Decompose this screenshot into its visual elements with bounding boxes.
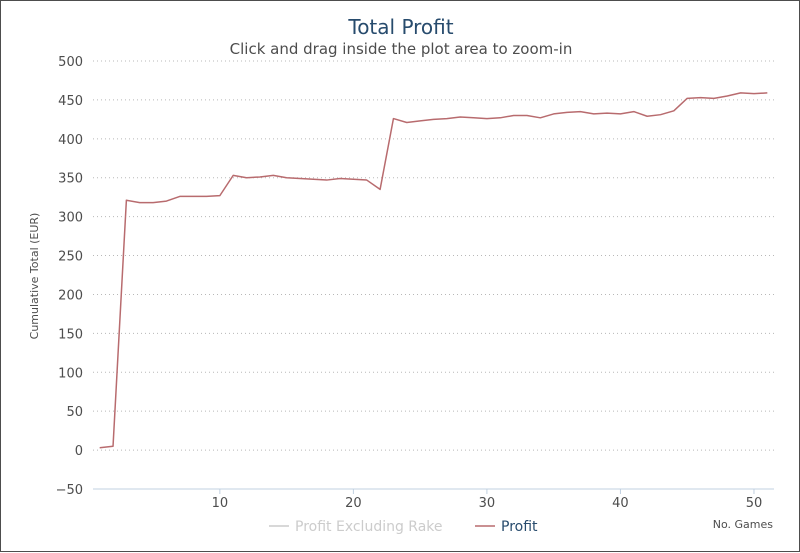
y-tick-label: 450 <box>58 94 83 109</box>
chart-title: Total Profit <box>347 15 453 39</box>
y-axis-label: Cumulative Total (EUR) <box>28 213 41 340</box>
series-line-profit[interactable] <box>99 92 768 449</box>
y-tick-label: 200 <box>58 288 83 303</box>
series-layer <box>99 92 768 449</box>
legend-item-profit[interactable]: Profit <box>475 519 538 535</box>
legend-item-profit-excluding-rake[interactable]: Profit Excluding Rake <box>269 519 443 535</box>
x-tick-label: 30 <box>479 496 496 511</box>
y-tick-label: 350 <box>58 172 83 187</box>
y-tick-label: 50 <box>66 405 83 420</box>
x-axis-label: No. Games <box>713 518 774 531</box>
y-tick-label: −50 <box>56 483 83 498</box>
y-tick-label: 100 <box>58 366 83 381</box>
x-tick-label: 20 <box>345 496 362 511</box>
x-tick-label: 40 <box>612 496 629 511</box>
y-tick-label: 250 <box>58 250 83 265</box>
legend-label-profit: Profit <box>501 519 538 535</box>
y-tick-label: 500 <box>58 55 83 70</box>
x-axis-ticks: 10 20 30 40 50 <box>212 489 763 511</box>
x-tick-label: 10 <box>212 496 229 511</box>
y-tick-label: 150 <box>58 327 83 342</box>
y-tick-label: 300 <box>58 211 83 226</box>
y-tick-label: 400 <box>58 133 83 148</box>
y-tick-label: 0 <box>75 444 83 459</box>
chart-subtitle: Click and drag inside the plot area to z… <box>230 40 573 58</box>
grid <box>93 60 774 451</box>
legend-label-profit-excluding-rake: Profit Excluding Rake <box>295 519 443 535</box>
x-tick-label: 50 <box>746 496 763 511</box>
y-axis-ticks: −50 0 50 100 150 200 250 300 350 400 450 500 <box>56 55 83 498</box>
